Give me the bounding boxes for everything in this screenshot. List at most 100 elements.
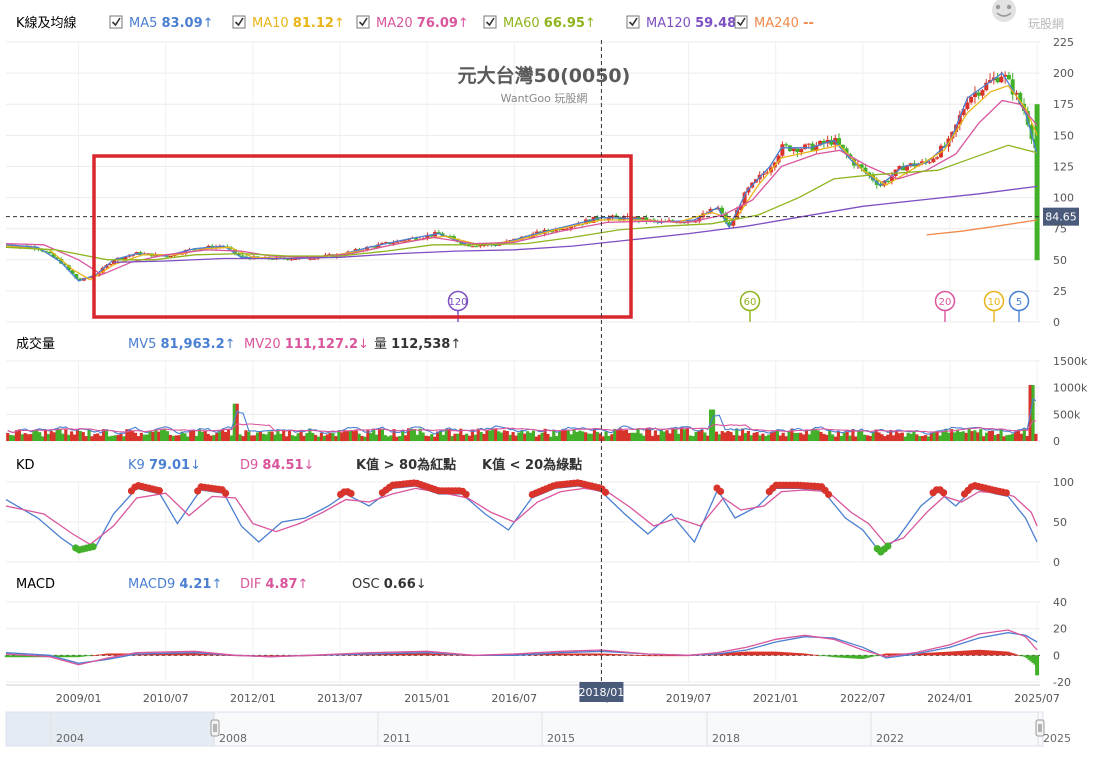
last-price-tag xyxy=(1043,207,1079,226)
volume-bar xyxy=(842,432,846,441)
volume-bar xyxy=(581,431,585,441)
osc-bar xyxy=(673,655,677,657)
crosshair-date-label: 2018/01 xyxy=(579,686,625,699)
volume-bar xyxy=(752,432,756,441)
osc-bar xyxy=(179,653,183,656)
osc-bar xyxy=(110,653,113,656)
volume-bar xyxy=(401,430,405,441)
navigator-handle-left[interactable] xyxy=(210,719,220,737)
volume-bar xyxy=(688,435,692,441)
osc-bar xyxy=(94,655,97,656)
volume-bar xyxy=(807,434,811,441)
osc-bar xyxy=(382,653,386,656)
osc-bar xyxy=(649,655,652,657)
highlight-box xyxy=(92,154,633,319)
osc-bar xyxy=(606,653,610,656)
volume-bar xyxy=(206,433,210,441)
osc-bar xyxy=(263,655,266,657)
volume-bar xyxy=(212,435,216,441)
volume-bar xyxy=(897,433,902,441)
range-navigator[interactable]: 2004 2008 2011 2015 2018 2022 2025 xyxy=(5,711,1071,747)
crosshair-date-tag xyxy=(579,682,624,702)
volume-bar xyxy=(270,431,274,441)
navigator-tick-label: 2022 xyxy=(876,732,904,745)
kd-note-1: K值 > 80為紅點 xyxy=(356,457,456,473)
osc-bar xyxy=(964,650,967,656)
osc-bar xyxy=(90,655,93,657)
volume-bar xyxy=(627,432,631,441)
volume-bar xyxy=(964,432,968,441)
osc-bar xyxy=(635,654,638,656)
legend-item-ma120-checkbox[interactable] xyxy=(626,15,640,29)
volume-bar xyxy=(1008,434,1012,441)
volume-bar xyxy=(284,436,289,441)
osc-bar xyxy=(553,653,557,656)
volume-bar xyxy=(511,432,515,441)
volume-bar xyxy=(865,435,870,441)
candle-body xyxy=(799,149,804,153)
volume-bar xyxy=(223,431,228,441)
candle-body xyxy=(448,235,453,237)
volume-bar xyxy=(55,428,59,441)
candle-body xyxy=(972,92,977,98)
legend-item-ma240-checkbox[interactable] xyxy=(734,15,748,29)
volume-bar xyxy=(43,429,48,441)
volume-bar xyxy=(351,431,355,441)
volume-bar xyxy=(456,433,460,441)
osc-bar xyxy=(555,653,559,656)
volume-bar xyxy=(238,434,242,441)
osc-bar xyxy=(427,653,431,656)
legend-item-ma60-value: 66.95 xyxy=(544,16,585,31)
volume-bar xyxy=(415,434,419,441)
osc-bar xyxy=(777,651,780,656)
macd-panel-label: MACD xyxy=(16,577,55,592)
osc-bar xyxy=(171,653,174,656)
volume-bar xyxy=(421,432,425,441)
crosshair: 2018/01 xyxy=(579,40,625,702)
osc-bar xyxy=(984,650,988,656)
candle-body xyxy=(74,274,79,279)
volume-bar xyxy=(258,431,263,441)
volume-bar xyxy=(520,430,524,441)
volume-bar xyxy=(412,429,416,441)
candle-body xyxy=(44,251,49,253)
osc-bar xyxy=(748,651,752,656)
volume-panel xyxy=(6,385,1038,441)
osc-bar xyxy=(120,653,124,656)
volume-bar xyxy=(610,434,614,441)
volume-bar xyxy=(334,436,338,441)
osc-bar xyxy=(399,653,402,656)
candle-body xyxy=(1029,124,1034,140)
candle-body xyxy=(436,232,441,234)
osc-bar xyxy=(972,650,975,656)
legend-item-ma20-checkbox[interactable] xyxy=(356,15,370,29)
legend-item-ma240: MA240 -- xyxy=(754,16,814,31)
osc-bar xyxy=(80,655,83,657)
volume-bar xyxy=(49,431,53,441)
legend-item-dif: DIF 4.87↑ xyxy=(240,577,308,592)
osc-bar xyxy=(433,653,437,656)
x-axis: 2009/01 2010/07 2012/01 2013/07 2015/01 2016/… xyxy=(6,684,1060,705)
candle-body xyxy=(561,229,566,231)
volume-bar xyxy=(552,430,556,441)
osc-bar xyxy=(1019,655,1022,657)
volume-bar xyxy=(738,435,742,441)
legend-item-ma10-checkbox[interactable] xyxy=(232,15,246,29)
candle-body xyxy=(236,253,241,256)
volume-bar xyxy=(862,434,867,441)
volume-bar xyxy=(572,429,576,441)
osc-bar xyxy=(1029,655,1032,662)
osc-bar xyxy=(840,655,843,658)
volume-bar xyxy=(194,435,199,441)
volume-bar xyxy=(154,430,158,441)
price-tick-label: 25 xyxy=(1053,285,1067,298)
volume-bar xyxy=(990,430,994,441)
legend-item-ma5-checkbox[interactable] xyxy=(109,15,123,29)
navigator-handle-right[interactable] xyxy=(1035,719,1045,737)
osc-bar xyxy=(567,653,571,656)
osc-bar xyxy=(858,655,862,659)
legend-item-ma60-checkbox[interactable] xyxy=(483,15,497,29)
ma-badge-60: 60 xyxy=(739,290,761,322)
volume-bar xyxy=(282,430,286,441)
